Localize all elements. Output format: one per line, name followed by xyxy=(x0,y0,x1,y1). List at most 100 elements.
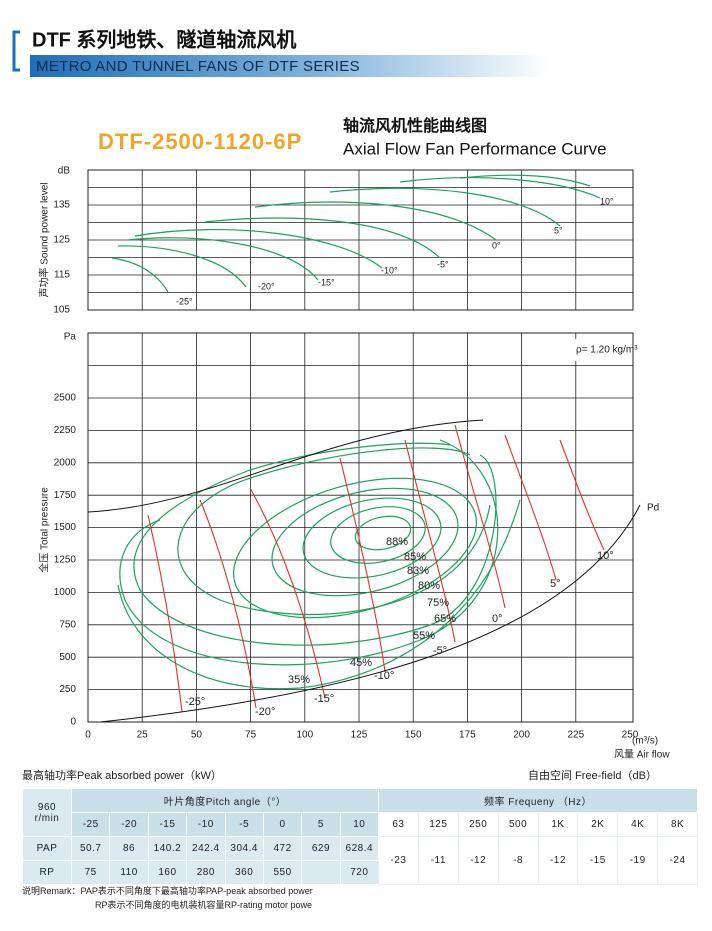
title-bar xyxy=(30,55,550,77)
table-cell: -15 xyxy=(577,836,619,885)
y-tick-label: 750 xyxy=(59,619,76,630)
efficiency-label: 65% xyxy=(434,613,456,625)
table-cell: 160 xyxy=(147,860,188,885)
pd-label: Pd xyxy=(647,503,659,514)
table-cell: 0 xyxy=(262,812,303,837)
table-row: PAP 50.7 86 140.2 242.4 304.4 472 629 628.4 -23 -1… xyxy=(22,836,698,885)
x-unit: (m³/s) xyxy=(632,736,658,747)
pressure-unit: Pa xyxy=(64,332,77,343)
y-tick-label: 500 xyxy=(59,652,76,663)
x-tick-label: 100 xyxy=(296,730,313,741)
table-cell: 10 xyxy=(339,812,380,837)
y-tick-label: 1750 xyxy=(54,490,77,501)
y-tick-label: 2250 xyxy=(54,425,77,436)
y-tick-label: 135 xyxy=(53,200,70,211)
subtitle: METRO AND TUNNEL FANS OF DTF SERIES xyxy=(36,58,360,75)
y-tick-label: 2000 xyxy=(54,457,77,468)
x-tick-label: 0 xyxy=(85,730,91,741)
angle-label: -25° xyxy=(176,296,193,306)
efficiency-label: 75% xyxy=(427,597,449,609)
angle-label: -20° xyxy=(258,281,275,291)
table-cell: -8 xyxy=(497,836,539,885)
data-table: 960 r/min 叶片角度Pitch angle（°） 频率 Frequeny （H… xyxy=(22,788,698,885)
x-tick-label: 225 xyxy=(567,730,584,741)
angle-label: -5° xyxy=(433,645,447,657)
noise-title: 自由空间 Free-field（dB） xyxy=(528,768,657,782)
table-cell: -12 xyxy=(537,836,579,885)
angle-label: -10° xyxy=(381,265,398,275)
angle-label: -15° xyxy=(314,693,334,705)
table-cell: 242.4 xyxy=(186,836,226,861)
y-tick-label: 105 xyxy=(53,305,70,316)
table-cell: -25 xyxy=(70,812,111,837)
efficiency-contours xyxy=(117,439,521,690)
table-cell: 5 xyxy=(301,812,341,837)
table-cell: 360 xyxy=(224,860,264,885)
table-cell: 8K xyxy=(657,812,698,837)
y-tick-label: 115 xyxy=(54,270,70,281)
table-row: -25 -20 -15 -10 -5 0 5 10 63 125 250 500 1K 2K 4K 8K xyxy=(23,812,698,837)
efficiency-label: 35% xyxy=(288,674,310,686)
angle-label: 10° xyxy=(597,550,614,562)
x-label: 风量 Air flow xyxy=(614,749,670,761)
x-tick-label: 150 xyxy=(405,730,422,741)
pressure-frame xyxy=(87,332,634,723)
remark: RP表示不同角度的电机装机容量RP-rating motor powe xyxy=(95,900,313,910)
x-tick-label: 200 xyxy=(513,730,530,741)
table-cell: 110 xyxy=(109,860,149,885)
angle-label: -5° xyxy=(437,259,449,269)
efficiency-label: 83% xyxy=(407,565,429,577)
table-cell: 550 xyxy=(262,860,303,885)
y-tick-label: 125 xyxy=(53,235,70,246)
table-cell: PAP xyxy=(22,836,72,861)
density: ρ= 1.20 kg/m³ xyxy=(576,345,638,356)
angle-label: -25° xyxy=(185,696,205,708)
sound-frame xyxy=(87,169,634,311)
table-cell: 86 xyxy=(109,836,149,861)
efficiency-label: 85% xyxy=(404,551,426,563)
chart-title-cn: 轴流风机性能曲线图 xyxy=(343,116,487,135)
sound-ylabel: 声功率 Sound power level xyxy=(38,182,51,297)
table-cell xyxy=(301,860,341,885)
angle-label: 5° xyxy=(550,578,561,590)
y-tick-label: 0 xyxy=(70,717,76,728)
pressure-ylabel: 全压 Total pressure xyxy=(38,487,51,573)
model: DTF-2500-1120-6P xyxy=(98,129,302,154)
table-cell: 叶片角度Pitch angle（°） xyxy=(71,788,379,813)
y-tick-label: 1000 xyxy=(54,587,77,598)
table-cell: 629 xyxy=(301,836,341,861)
x-tick-label: 175 xyxy=(459,730,476,741)
remark: 说明Remark：PAP表示不同角度下最高轴功率PAP-peak absorbe… xyxy=(22,886,313,896)
efficiency-label: 45% xyxy=(350,657,372,669)
y-tick-label: 1250 xyxy=(54,555,77,566)
table-cell: 960 r/min xyxy=(22,788,72,837)
table-cell: RP xyxy=(22,860,72,885)
angle-label: 0° xyxy=(492,613,503,625)
table-cell: -23 xyxy=(378,836,419,885)
table-cell: 50.7 xyxy=(70,836,111,861)
y-tick-label: 2500 xyxy=(54,393,77,404)
y-tick-label: 1500 xyxy=(54,522,77,533)
angle-label: 0° xyxy=(492,240,501,250)
table-cell: 125 xyxy=(417,812,459,837)
table-cell: 472 xyxy=(262,836,303,861)
speed: 960 xyxy=(37,801,57,813)
power-title: 最高轴功率Peak absorbed power（kW） xyxy=(22,768,222,782)
sound-curves xyxy=(111,174,601,293)
table-cell: -5 xyxy=(224,812,264,837)
table-cell: 720 xyxy=(339,860,380,885)
angle-label: 5° xyxy=(554,225,563,235)
x-tick-label: 25 xyxy=(137,730,149,741)
table-cell: -12 xyxy=(457,836,499,885)
table-cell: -15 xyxy=(147,812,188,837)
table-row: RP 75 110 160 280 360 550 720 xyxy=(22,860,698,885)
x-tick-label: 50 xyxy=(191,730,203,741)
pd-curve xyxy=(99,504,641,723)
table-cell: 304.4 xyxy=(224,836,264,861)
table-cell: -24 xyxy=(657,836,698,885)
table-row: 960 r/min 叶片角度Pitch angle（°） 频率 Frequeny （H… xyxy=(22,788,698,837)
x-tick-label: 75 xyxy=(245,730,257,741)
angle-label: -15° xyxy=(318,277,335,287)
